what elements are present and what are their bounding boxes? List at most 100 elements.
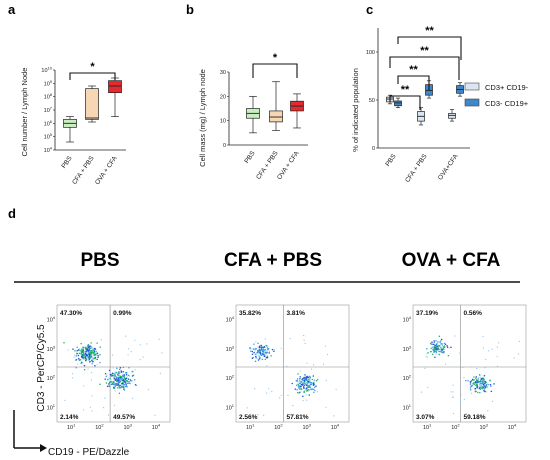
flow-plot-1-event xyxy=(261,348,264,350)
flow-plot-2-event xyxy=(438,335,441,337)
flow-plot-0-event xyxy=(107,377,110,379)
flow-plot-0-event xyxy=(96,352,98,355)
flow-plot-0-event xyxy=(128,381,131,383)
flow-plot-0-event xyxy=(125,385,128,388)
flow-plot-1-ytick-label: 103 xyxy=(226,344,235,353)
flow-plot-0-event xyxy=(93,350,96,352)
flow-plot-1-event xyxy=(255,352,257,355)
flow-plot-0-event xyxy=(109,373,112,376)
flow-plot-1-event xyxy=(271,348,274,351)
flow-y-axis-label: CD3 - PerCP/Cy5.5 xyxy=(36,324,47,412)
flow-plot-0-event xyxy=(123,376,126,378)
flow-plot-1-q-lower-right: 57.81% xyxy=(286,414,308,421)
flow-plot-2-event xyxy=(435,348,437,351)
flow-plot-2-event xyxy=(431,353,434,356)
flow-plot-2-event xyxy=(443,346,446,349)
flow-plot-2-event xyxy=(518,353,520,355)
flow-plot-1-event xyxy=(301,415,303,417)
flow-plot-1-event xyxy=(312,383,315,385)
flow-plot-2-event xyxy=(444,345,446,347)
flow-plot-1-event xyxy=(293,413,295,415)
flow-plot-1-event xyxy=(264,338,266,340)
flow-plot-1-event xyxy=(303,391,305,394)
flow-plot-1-event xyxy=(254,360,257,363)
flow-plot-0-event xyxy=(109,377,111,380)
flow-plot-0-event xyxy=(123,374,125,376)
flow-plot-1-event xyxy=(256,357,259,360)
flow-plot-0-event xyxy=(90,371,93,374)
flow-plot-1-event xyxy=(260,344,262,347)
flow-plot-1-event xyxy=(303,339,305,341)
panel-c-ytick-label: 50 xyxy=(369,98,375,104)
panel-c-significance-2-label: ** xyxy=(409,64,418,76)
flow-plot-0-event xyxy=(104,378,106,380)
flow-plot-1-event xyxy=(333,415,335,417)
flow-plot-2-event xyxy=(490,385,492,387)
flow-plot-0-event xyxy=(117,375,120,378)
flow-plot-2-event xyxy=(474,388,476,390)
flow-plot-0-event xyxy=(88,358,91,360)
flow-plot-2-event xyxy=(486,386,488,389)
flow-plot-0-event xyxy=(133,379,136,381)
panel-a-ytick-label: 107 xyxy=(44,106,53,115)
flow-plot-1-event xyxy=(246,407,248,409)
flow-plot-1-event xyxy=(257,346,259,348)
flow-plot-1-event xyxy=(297,381,300,384)
flow-plot-0-event xyxy=(89,350,92,352)
flow-plot-1-event xyxy=(299,385,302,388)
flow-plot-2-event xyxy=(424,367,426,369)
flow-plot-0-event xyxy=(122,371,124,373)
flow-plot-1-event xyxy=(258,346,261,349)
flow-plot-0-event xyxy=(82,347,85,349)
flow-plot-1-event xyxy=(306,399,308,401)
flow-plot-1-event xyxy=(298,391,300,394)
flow-plot-0-event xyxy=(122,385,125,388)
flow-plot-0-event xyxy=(110,383,113,386)
flow-plot-1-event xyxy=(306,379,308,381)
flow-plot-2-event xyxy=(490,390,493,393)
flow-plot-2-event xyxy=(438,344,441,347)
flow-plot-1-event xyxy=(291,382,293,385)
flow-plot-2-event xyxy=(426,356,428,358)
flow-plot-2-event xyxy=(442,350,444,352)
flow-plot-0-event xyxy=(76,354,78,356)
flow-plot-1-xtick-label: 104 xyxy=(331,423,340,432)
flow-plot-0-event xyxy=(74,366,76,368)
flow-plot-0-event xyxy=(96,342,98,344)
flow-plot-2-event xyxy=(479,386,482,389)
flow-plot-2-event xyxy=(493,383,495,385)
flow-plot-1-event xyxy=(315,379,318,382)
flow-plot-1-event xyxy=(255,341,257,343)
flow-plot-0-event xyxy=(89,351,92,354)
flow-plot-0-event xyxy=(131,370,133,373)
flow-plot-1-event xyxy=(280,394,282,396)
flow-plot-0-event xyxy=(132,397,134,399)
flow-plot-0-event xyxy=(129,382,131,385)
flow-plot-2-event xyxy=(450,391,452,393)
flow-plot-2-event xyxy=(433,351,435,354)
flow-plot-2-event xyxy=(430,343,433,345)
flow-plot-2-event xyxy=(488,350,490,352)
flow-plot-0-event xyxy=(76,363,79,365)
flow-plot-0-event xyxy=(121,384,124,387)
flow-plot-1-event xyxy=(263,349,265,352)
flow-plot-2-q-upper-left: 37.19% xyxy=(416,310,438,317)
flow-plot-1-event xyxy=(258,354,261,357)
flow-plot-2-event xyxy=(434,356,436,358)
flow-plot-0-event xyxy=(108,369,111,372)
flow-plot-0-event xyxy=(96,354,98,356)
flow-plot-2-event xyxy=(465,379,467,382)
flow-plot-0-event xyxy=(113,373,115,375)
flow-plot-1-event xyxy=(261,358,264,361)
flow-plot-2-event xyxy=(486,382,488,384)
flow-plot-0-event xyxy=(114,371,116,374)
flow-plot-0-event xyxy=(113,383,115,385)
flow-plot-1-event xyxy=(264,348,267,351)
flow-plot-2-event xyxy=(482,347,484,349)
flow-plot-2-event xyxy=(433,343,435,346)
flow-plot-1-event xyxy=(302,395,304,398)
flow-plot-1-event xyxy=(306,387,308,389)
flow-plot-1-event xyxy=(315,385,317,387)
flow-plot-1-event xyxy=(310,383,312,386)
flow-plot-2-event xyxy=(443,342,446,345)
